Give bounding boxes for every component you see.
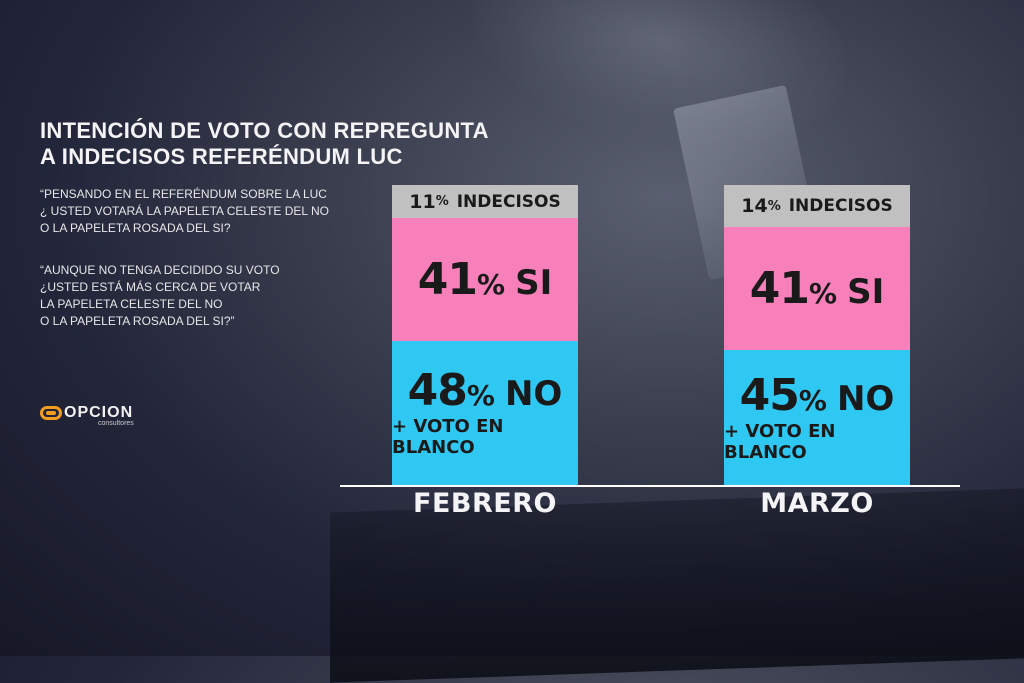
month-label-marzo: MARZO bbox=[760, 488, 874, 519]
no-label: NO bbox=[836, 378, 895, 419]
chart-title: INTENCIÓN DE VOTO CON REPREGUNTA A INDEC… bbox=[40, 118, 489, 170]
indecisos-value: 11 bbox=[409, 190, 436, 213]
no-percent-sign: % bbox=[466, 379, 495, 412]
bar-febrero: 11% INDECISOS 41% SI 48% NO + VOTO EN BLANCO bbox=[392, 185, 578, 485]
month-label-febrero: FEBRERO bbox=[413, 488, 557, 519]
opcion-logo: OPCION consultores bbox=[40, 404, 150, 430]
question-1: “PENSANDO EN EL REFERÉNDUM SOBRE LA LUC … bbox=[40, 187, 329, 235]
si-value: 41 bbox=[749, 262, 810, 314]
segment-indecisos: 11% INDECISOS bbox=[392, 185, 578, 218]
si-label: SI bbox=[847, 271, 885, 312]
no-label: NO bbox=[504, 374, 563, 414]
indecisos-value: 14 bbox=[741, 195, 768, 217]
question-2: “AUNQUE NO TENGA DECIDIDO SU VOTO ¿USTED… bbox=[40, 263, 280, 328]
si-percent-sign: % bbox=[477, 267, 506, 301]
indecisos-label: INDECISOS bbox=[456, 191, 561, 212]
indecisos-percent-sign: % bbox=[767, 198, 781, 214]
segment-si: 41% SI bbox=[392, 218, 578, 341]
logo-subtitle: consultores bbox=[98, 420, 134, 427]
segment-no: 45% NO + VOTO EN BLANCO bbox=[724, 350, 910, 485]
no-percent-sign: % bbox=[798, 383, 827, 417]
no-sublabel: + VOTO EN BLANCO bbox=[392, 416, 504, 458]
title-line-1: INTENCIÓN DE VOTO CON REPREGUNTA bbox=[40, 118, 489, 143]
si-value: 41 bbox=[417, 253, 478, 305]
si-percent-sign: % bbox=[809, 276, 838, 310]
segment-no: 48% NO + VOTO EN BLANCO bbox=[392, 341, 578, 485]
segment-si: 41% SI bbox=[724, 227, 910, 350]
segment-indecisos: 14% INDECISOS bbox=[724, 185, 910, 227]
chart-baseline bbox=[340, 485, 960, 487]
hand-background bbox=[453, 0, 867, 178]
no-sublabel: + VOTO EN BLANCO bbox=[724, 420, 836, 463]
logo-mark-icon bbox=[40, 406, 62, 420]
indecisos-label: INDECISOS bbox=[788, 196, 893, 216]
title-line-2: A INDECISOS REFERÉNDUM LUC bbox=[40, 144, 403, 169]
indecisos-percent-sign: % bbox=[435, 194, 449, 209]
logo-name: OPCION bbox=[64, 404, 134, 421]
no-value: 48 bbox=[407, 365, 468, 416]
bar-marzo: 14% INDECISOS 41% SI 45% NO + VOTO EN BLANCO bbox=[724, 185, 910, 485]
si-label: SI bbox=[515, 262, 553, 303]
no-value: 45 bbox=[739, 369, 800, 421]
